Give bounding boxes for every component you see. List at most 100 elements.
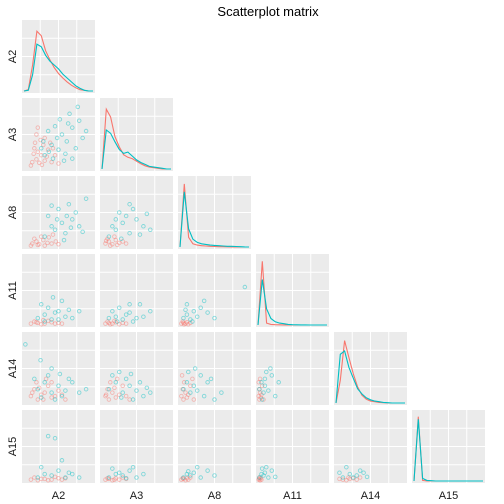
scatter-point <box>39 395 44 400</box>
scatter-point <box>110 321 115 326</box>
scatter-point <box>114 376 120 382</box>
scatter-point <box>190 319 195 324</box>
scatter-point <box>120 320 125 326</box>
scatter-point <box>106 397 112 402</box>
scatter-point <box>41 139 46 144</box>
row-label-A15: A15 <box>7 437 19 457</box>
scatter-point <box>70 315 75 321</box>
scatter-point <box>205 380 210 385</box>
scatter-point <box>351 475 356 480</box>
chart-title: Scatterplot matrix <box>217 4 319 19</box>
scatter-point <box>49 159 54 165</box>
scatter-point <box>32 386 37 392</box>
scatter-point <box>105 475 110 481</box>
scatter-point <box>261 397 266 402</box>
scatter-point <box>45 128 51 134</box>
scatter-point <box>208 376 214 382</box>
scatter-point <box>42 390 47 395</box>
scatter-point <box>257 386 262 392</box>
scatter-point <box>188 320 193 326</box>
scatter-point <box>103 238 109 244</box>
scatter-point <box>59 392 65 397</box>
scatter-point <box>35 397 41 402</box>
density-curve-A15-2 <box>413 419 483 482</box>
scatter-point <box>30 390 35 395</box>
density-curve-A8-2 <box>179 191 250 248</box>
scatter-point <box>63 151 68 157</box>
scatter-point <box>183 321 188 326</box>
scatter-point <box>59 393 65 399</box>
scatter-point <box>256 393 261 399</box>
scatter-point <box>179 373 185 378</box>
scatter-point <box>212 473 217 478</box>
scatter-point <box>83 128 89 134</box>
scatter-point <box>67 111 72 117</box>
row-labels: A2 A3 A8 A11 A14 A15 <box>7 50 19 457</box>
scatter-point <box>259 380 264 385</box>
scatter-point <box>113 395 119 400</box>
panel-A15-A15 <box>412 410 485 483</box>
scatter-point <box>39 234 44 239</box>
scatter-point <box>106 386 112 392</box>
scatter-point <box>35 475 41 480</box>
scatter-point <box>105 236 110 241</box>
scatter-point <box>80 229 85 235</box>
scatter-point <box>148 227 153 232</box>
scatter-point <box>42 321 47 326</box>
scatter-point <box>188 475 193 480</box>
scatter-point <box>70 217 75 222</box>
scatter-point <box>42 152 47 158</box>
scatter-point <box>134 217 139 222</box>
scatter-point <box>28 477 34 482</box>
scatter-point <box>34 132 39 137</box>
column-label-A8: A8 <box>208 490 221 502</box>
scatter-point <box>120 390 125 395</box>
scatter-point <box>34 239 39 244</box>
panel-A15-A2 <box>22 410 95 483</box>
scatter-point <box>63 230 68 236</box>
row-label-A2: A2 <box>7 50 19 63</box>
scatter-point <box>56 320 61 326</box>
scatter-point <box>183 390 188 395</box>
scatter-point <box>42 380 47 385</box>
scatter-point <box>63 475 68 480</box>
panel-A2-A2 <box>22 20 95 93</box>
scatter-point <box>188 390 193 395</box>
scatter-point <box>180 386 186 392</box>
scatter-point <box>110 390 115 395</box>
panel-A15-A8 <box>178 410 251 483</box>
scatter-point <box>45 373 51 378</box>
scatter-point <box>347 471 353 477</box>
scatter-point <box>105 319 110 324</box>
scatter-point <box>337 476 342 482</box>
scatter-point <box>141 314 146 319</box>
scatter-point <box>179 477 184 482</box>
panel-A15-A3 <box>100 410 173 483</box>
scatter-point <box>56 308 61 314</box>
scatter-point <box>357 468 363 473</box>
panel-A8-A2 <box>22 176 95 249</box>
scatter-point <box>36 160 42 166</box>
scatter-point <box>39 146 44 151</box>
scatter-point <box>141 393 146 399</box>
scatter-point <box>59 220 65 226</box>
scatter-point <box>276 380 281 385</box>
panel-A14-A2 <box>22 332 95 405</box>
scatter-point <box>106 320 112 326</box>
scatter-point <box>344 464 349 470</box>
panel-A11-A11 <box>256 254 329 327</box>
scatter-point <box>39 302 44 307</box>
scatter-point <box>50 156 56 161</box>
scatter-point <box>112 477 117 482</box>
scatter-point <box>110 466 115 471</box>
scatter-point <box>261 473 266 478</box>
scatter-point <box>123 312 129 317</box>
scatter-point <box>354 473 359 478</box>
scatter-point <box>128 371 134 377</box>
scatter-point <box>113 237 119 243</box>
scatter-point <box>28 393 34 399</box>
scatter-point <box>32 140 38 146</box>
panel-A3-A3 <box>100 98 173 171</box>
scatter-point <box>184 475 190 481</box>
scatter-point <box>148 390 153 395</box>
